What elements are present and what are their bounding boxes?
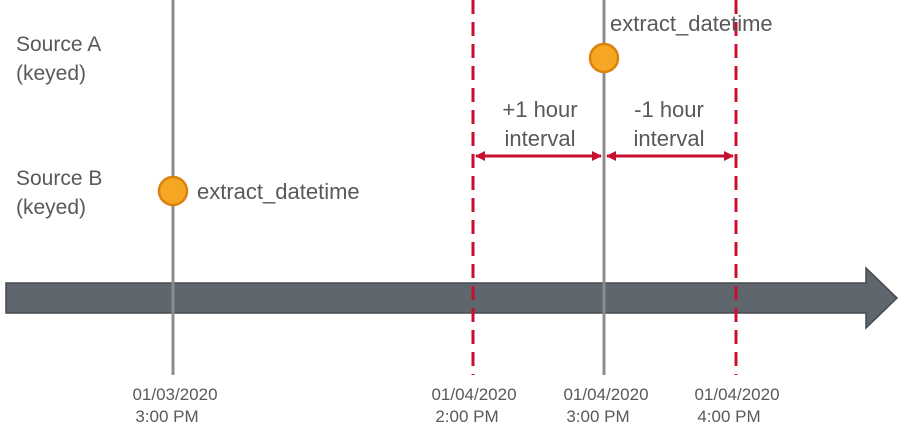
tick-time-label: 3:00 PM: [135, 407, 198, 426]
source-a-label: Source A: [16, 33, 101, 56]
plus-interval-line1: +1 hour: [502, 97, 577, 122]
source-a-event-marker: [588, 42, 620, 74]
plus-interval-line2: interval: [505, 126, 576, 151]
tick-date-label: 01/04/2020: [431, 385, 516, 404]
minus-interval-line1: -1 hour: [634, 97, 704, 122]
tick-date-label: 01/03/2020: [132, 385, 217, 404]
minus-interval-line2: interval: [634, 126, 705, 151]
tick-time-label: 2:00 PM: [435, 407, 498, 426]
tick-date-label: 01/04/2020: [694, 385, 779, 404]
tick-time-label: 4:00 PM: [697, 407, 760, 426]
timeline-axis-arrow: [5, 266, 899, 330]
source-a-qualifier: (keyed): [16, 62, 86, 85]
source-b-event-marker: [157, 175, 189, 207]
tick-date-label: 01/04/2020: [563, 385, 648, 404]
source-b-event-label: extract_datetime: [197, 179, 360, 204]
source-b-label: Source B: [16, 167, 102, 190]
source-a-event-label: extract_datetime: [610, 11, 773, 36]
tick-time-label: 3:00 PM: [566, 407, 629, 426]
source-b-qualifier: (keyed): [16, 196, 86, 219]
